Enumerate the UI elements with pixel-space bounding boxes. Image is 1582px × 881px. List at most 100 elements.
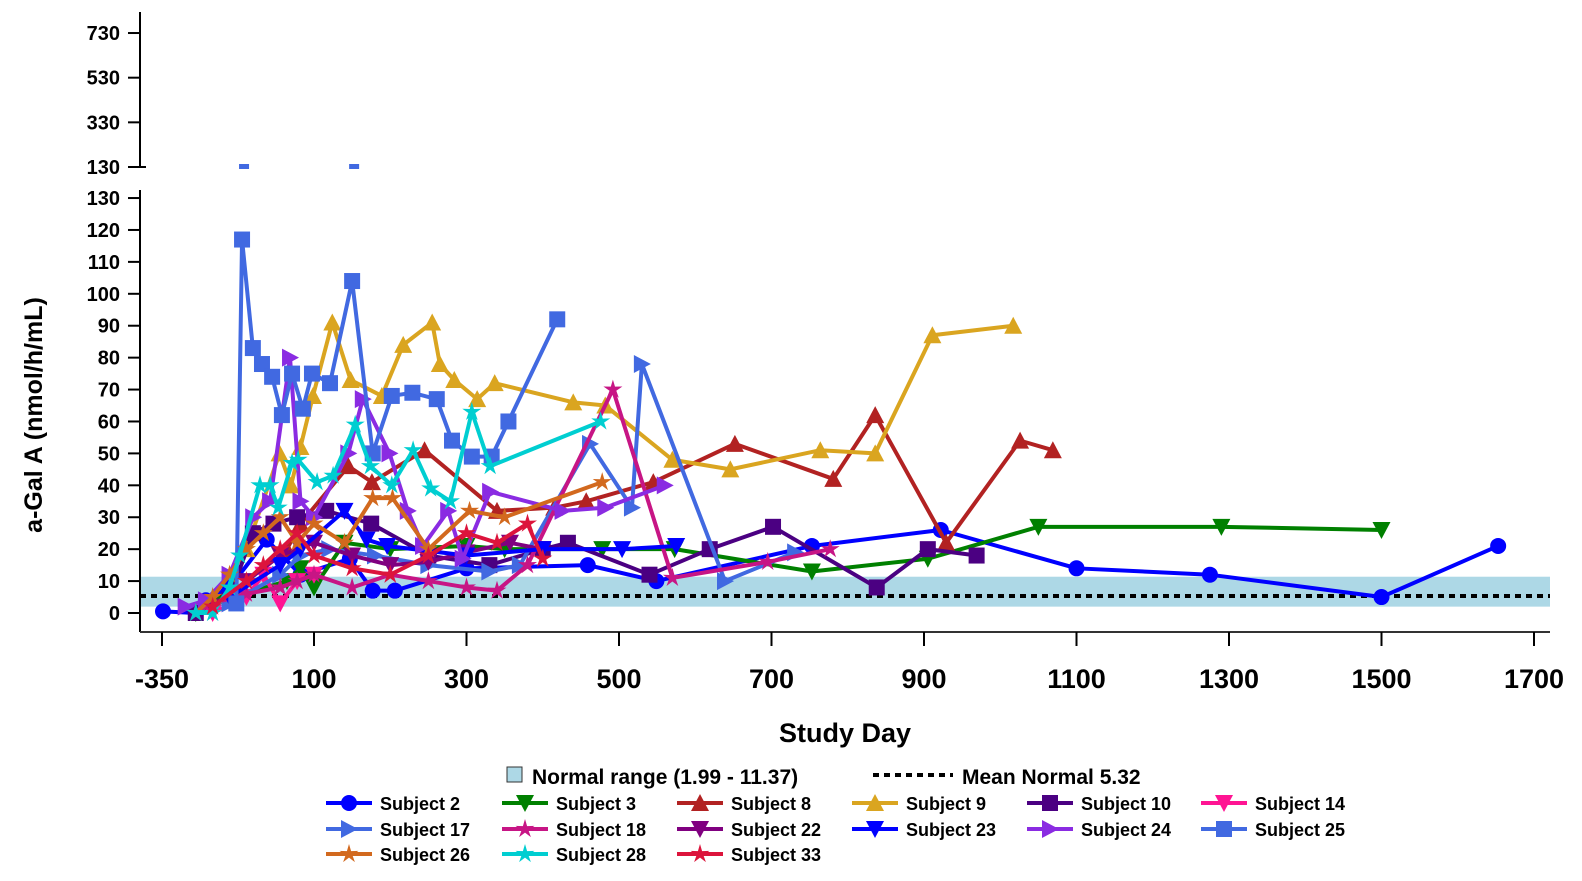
data-point — [236, 539, 256, 558]
data-point — [270, 507, 290, 526]
data-point — [559, 534, 576, 551]
x-axis-label: Study Day — [779, 718, 911, 748]
data-point — [292, 492, 310, 511]
data-point — [307, 472, 327, 491]
data-point — [579, 557, 596, 574]
data-point — [820, 539, 840, 558]
series-line — [228, 508, 677, 599]
data-point — [1490, 537, 1507, 554]
data-point — [273, 407, 290, 424]
data-point — [500, 413, 517, 430]
data-point — [282, 476, 301, 494]
data-point — [362, 473, 381, 491]
data-point — [1043, 441, 1062, 459]
data-point — [937, 533, 956, 551]
data-point — [262, 492, 280, 511]
data-point — [264, 368, 281, 385]
data-point — [418, 571, 438, 590]
data-point — [220, 577, 240, 596]
data-point — [554, 501, 572, 520]
legend-item: Subject 33 — [677, 844, 821, 865]
data-point — [1004, 316, 1023, 334]
legend-marker-triangle-right-icon — [341, 820, 358, 838]
data-point — [272, 565, 290, 584]
y-tick-label: 130 — [87, 188, 120, 210]
data-point — [721, 460, 740, 478]
data-point — [253, 523, 273, 542]
data-point — [480, 456, 500, 475]
data-point — [613, 541, 632, 559]
x-tick-label: 900 — [901, 664, 946, 694]
legend-label: Subject 24 — [1081, 820, 1171, 840]
data-point — [305, 579, 323, 597]
y-tick-label: 40 — [98, 475, 120, 497]
data-point — [323, 465, 343, 484]
series-line — [194, 387, 831, 615]
y-tick-label: 90 — [98, 316, 120, 338]
legend-label: Subject 25 — [1255, 820, 1345, 840]
data-point — [487, 580, 507, 599]
data-point — [282, 453, 302, 472]
data-point — [662, 567, 682, 586]
data-point — [335, 502, 354, 520]
data-point — [415, 536, 433, 555]
data-point — [423, 313, 442, 331]
data-point — [289, 509, 306, 526]
plot-area — [140, 164, 1550, 622]
data-point — [203, 587, 223, 606]
upper-y-tick-label: 130 — [87, 157, 120, 179]
data-point — [253, 356, 270, 373]
legend-marker-triangle-down-icon — [1215, 795, 1233, 812]
data-point — [1212, 518, 1231, 536]
x-tick-label: 500 — [596, 664, 641, 694]
legend-label: Subject 10 — [1081, 794, 1171, 814]
legend-marker-star-icon — [515, 819, 535, 838]
data-point — [923, 326, 942, 344]
legend-label: Subject 28 — [556, 845, 646, 865]
data-point — [322, 375, 339, 392]
legend-label: Subject 3 — [556, 794, 636, 814]
data-point — [345, 414, 365, 433]
legend-label: Subject 14 — [1255, 794, 1345, 814]
data-point — [268, 497, 288, 516]
data-point — [868, 579, 885, 596]
data-point — [203, 603, 223, 622]
clipped-point-marker — [349, 164, 360, 169]
legend-item: Subject 24 — [1027, 820, 1171, 840]
data-point — [360, 456, 380, 475]
data-point — [1373, 589, 1390, 606]
x-tick-label: -350 — [135, 664, 189, 694]
legend-item: Subject 18 — [502, 819, 646, 840]
data-point — [287, 532, 307, 551]
data-point — [597, 498, 615, 517]
data-point — [1029, 518, 1048, 536]
data-point — [404, 384, 421, 401]
data-point — [250, 475, 270, 494]
data-point — [824, 469, 843, 487]
data-point — [656, 476, 674, 495]
data-point — [288, 449, 308, 468]
data-point — [323, 313, 342, 331]
series-subject-33 — [203, 513, 553, 615]
y-tick-label: 10 — [98, 571, 120, 593]
data-point — [282, 348, 300, 367]
data-point — [220, 564, 240, 583]
data-point — [394, 335, 413, 353]
data-point — [463, 448, 480, 465]
legend-label: Subject 18 — [556, 820, 646, 840]
series-subject-8 — [277, 406, 1062, 558]
legend-marker-square-icon — [1216, 821, 1232, 837]
data-point — [454, 549, 472, 568]
data-point — [339, 457, 358, 475]
x-tick-label: 1300 — [1199, 664, 1259, 694]
data-point — [623, 498, 641, 517]
data-point — [303, 386, 322, 404]
data-point — [430, 355, 449, 373]
legend-marker-star-icon — [690, 844, 710, 863]
data-point — [482, 482, 500, 501]
series-subject-28 — [186, 401, 611, 622]
legend-label: Subject 8 — [731, 794, 811, 814]
x-tick-label: 700 — [749, 664, 794, 694]
data-point — [244, 340, 261, 357]
